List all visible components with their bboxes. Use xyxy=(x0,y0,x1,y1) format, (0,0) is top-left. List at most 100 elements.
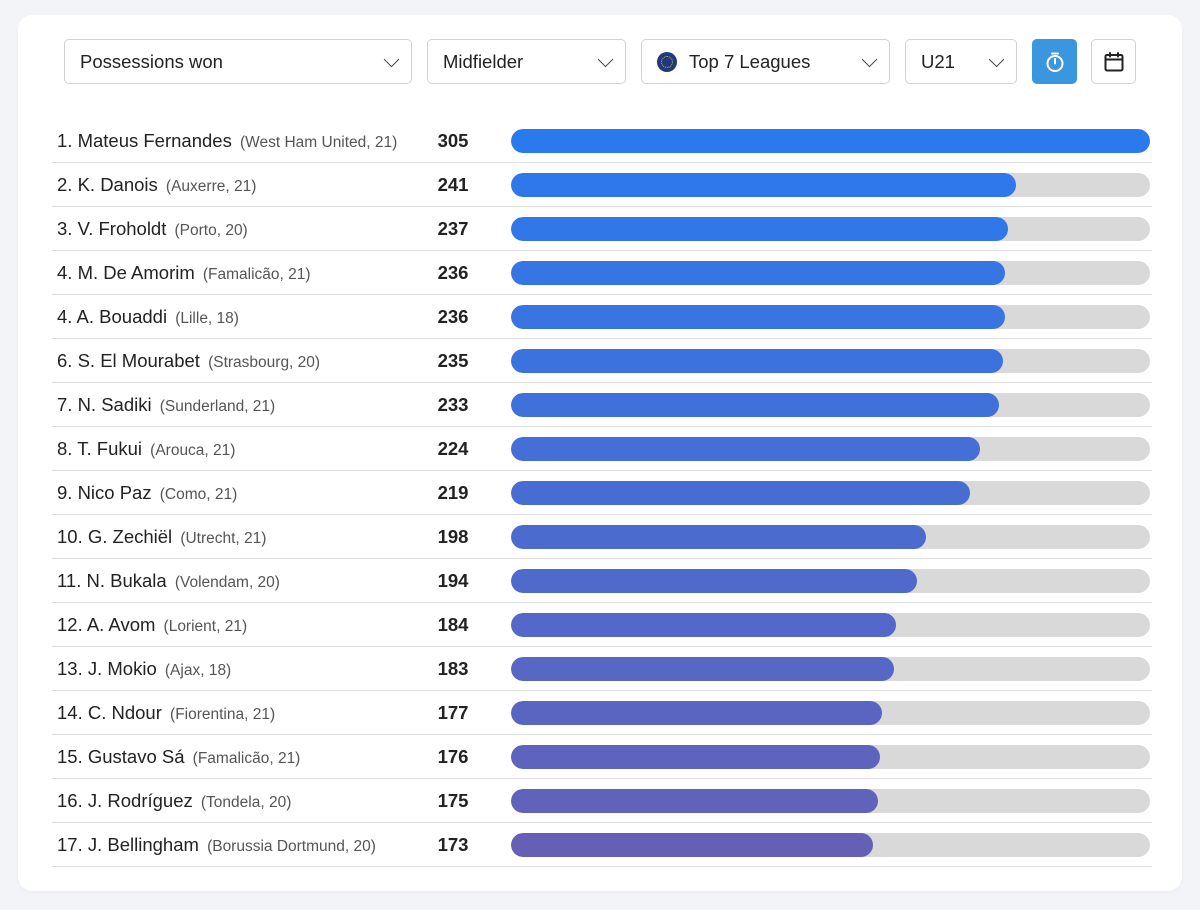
bar xyxy=(511,173,1016,197)
player-name: 9. Nico Paz (Como, 21) xyxy=(57,482,237,504)
bar-track xyxy=(511,305,1150,329)
bar xyxy=(511,745,880,769)
table-row: 11. N. Bukala (Volendam, 20) 194 xyxy=(52,559,1152,603)
value-label: 237 xyxy=(437,218,469,239)
stopwatch-icon xyxy=(1046,52,1063,72)
player-name: 4. M. De Amorim (Famalicão, 21) xyxy=(57,262,311,284)
player-label: 14. C. Ndour xyxy=(57,702,162,723)
table-row: 15. Gustavo Sá (Famalicão, 21) 176 xyxy=(52,735,1152,779)
leaderboard-card: Possessions won Midfielder Top 7 Leagues… xyxy=(18,15,1182,891)
competition-select[interactable]: Top 7 Leagues xyxy=(641,39,890,84)
value-label: 176 xyxy=(437,746,469,767)
table-row: 12. A. Avom (Lorient, 21) 184 xyxy=(52,603,1152,647)
chevron-down-icon xyxy=(988,51,1005,67)
position-select-value: Midfielder xyxy=(443,50,524,72)
metric-select[interactable]: Possessions won xyxy=(64,39,412,84)
calendar-button[interactable] xyxy=(1091,39,1136,84)
player-club-age: (Famalicão, 21) xyxy=(192,750,301,767)
bar xyxy=(511,613,897,637)
bar-track xyxy=(511,393,1150,417)
player-club-age: (Auxerre, 21) xyxy=(165,178,257,195)
bar-track xyxy=(511,481,1150,505)
chevron-down-icon xyxy=(383,51,400,67)
table-row: 9. Nico Paz (Como, 21) 219 xyxy=(52,471,1152,515)
value-label: 224 xyxy=(437,438,469,459)
bar xyxy=(511,569,918,593)
table-row: 1. Mateus Fernandes (West Ham United, 21… xyxy=(52,119,1152,163)
table-row: 2. K. Danois (Auxerre, 21) 241 xyxy=(52,163,1152,207)
player-label: 4. M. De Amorim xyxy=(57,262,195,283)
value-label: 233 xyxy=(437,394,469,415)
bar xyxy=(511,701,882,725)
player-name: 3. V. Froholdt (Porto, 20) xyxy=(57,218,248,240)
player-club-age: (Ajax, 18) xyxy=(164,662,232,679)
player-name: 7. N. Sadiki (Sunderland, 21) xyxy=(57,394,275,416)
age-select-value: U21 xyxy=(921,50,955,72)
table-row: 8. T. Fukui (Arouca, 21) 224 xyxy=(52,427,1152,471)
player-club-age: (Como, 21) xyxy=(159,486,238,503)
bar xyxy=(511,833,874,857)
bar-track xyxy=(511,569,1150,593)
player-name: 10. G. Zechiël (Utrecht, 21) xyxy=(57,526,266,548)
player-club-age: (Lorient, 21) xyxy=(163,618,248,635)
player-label: 11. N. Bukala xyxy=(57,570,167,591)
player-club-age: (Porto, 20) xyxy=(174,222,248,239)
player-label: 8. T. Fukui xyxy=(57,438,143,459)
value-label: 235 xyxy=(437,350,469,371)
player-name: 4. A. Bouaddi (Lille, 18) xyxy=(57,306,239,328)
player-club-age: (West Ham United, 21) xyxy=(239,134,398,151)
chevron-down-icon xyxy=(861,51,878,67)
player-name: 6. S. El Mourabet (Strasbourg, 20) xyxy=(57,350,320,372)
bar-track xyxy=(511,745,1150,769)
value-label: 305 xyxy=(437,130,469,151)
player-label: 12. A. Avom xyxy=(57,614,156,635)
value-label: 241 xyxy=(437,174,469,195)
bar-track xyxy=(511,173,1150,197)
table-row: 17. J. Bellingham (Borussia Dortmund, 20… xyxy=(52,823,1152,867)
player-label: 6. S. El Mourabet xyxy=(57,350,200,371)
player-name: 17. J. Bellingham (Borussia Dortmund, 20… xyxy=(57,834,376,856)
player-name: 2. K. Danois (Auxerre, 21) xyxy=(57,174,256,196)
table-row: 16. J. Rodríguez (Tondela, 20) 175 xyxy=(52,779,1152,823)
bar-track xyxy=(511,701,1150,725)
bar xyxy=(511,525,926,549)
table-row: 6. S. El Mourabet (Strasbourg, 20) 235 xyxy=(52,339,1152,383)
value-label: 175 xyxy=(437,790,469,811)
position-select[interactable]: Midfielder xyxy=(427,39,626,84)
value-label: 219 xyxy=(437,482,469,503)
bar-track xyxy=(511,217,1150,241)
value-label: 173 xyxy=(437,834,469,855)
bar xyxy=(511,393,1000,417)
globe-icon xyxy=(657,51,677,72)
player-name: 8. T. Fukui (Arouca, 21) xyxy=(57,438,235,460)
player-club-age: (Tondela, 20) xyxy=(200,794,292,811)
value-label: 198 xyxy=(437,526,469,547)
player-club-age: (Utrecht, 21) xyxy=(180,530,267,547)
bar xyxy=(511,437,981,461)
table-row: 10. G. Zechiël (Utrecht, 21) 198 xyxy=(52,515,1152,559)
player-name: 16. J. Rodríguez (Tondela, 20) xyxy=(57,790,291,812)
player-name: 12. A. Avom (Lorient, 21) xyxy=(57,614,247,636)
value-label: 177 xyxy=(437,702,469,723)
bar xyxy=(511,217,1008,241)
metric-select-value: Possessions won xyxy=(80,50,223,72)
player-club-age: (Volendam, 20) xyxy=(174,574,280,591)
player-club-age: (Borussia Dortmund, 20) xyxy=(207,838,376,855)
table-row: 4. M. De Amorim (Famalicão, 21) 236 xyxy=(52,251,1152,295)
bar-track xyxy=(511,129,1150,153)
player-label: 7. N. Sadiki xyxy=(57,394,152,415)
bar-track xyxy=(511,261,1150,285)
table-row: 13. J. Mokio (Ajax, 18) 183 xyxy=(52,647,1152,691)
player-club-age: (Fiorentina, 21) xyxy=(170,706,276,723)
player-label: 2. K. Danois xyxy=(57,174,158,195)
player-name: 13. J. Mokio (Ajax, 18) xyxy=(57,658,231,680)
player-club-age: (Sunderland, 21) xyxy=(159,398,276,415)
age-select[interactable]: U21 xyxy=(905,39,1017,84)
timer-button[interactable] xyxy=(1032,39,1077,84)
bar-track xyxy=(511,437,1150,461)
bar-track xyxy=(511,525,1150,549)
player-name: 15. Gustavo Sá (Famalicão, 21) xyxy=(57,746,300,768)
bar xyxy=(511,305,1006,329)
bar xyxy=(511,657,895,681)
competition-select-value: Top 7 Leagues xyxy=(689,50,811,72)
